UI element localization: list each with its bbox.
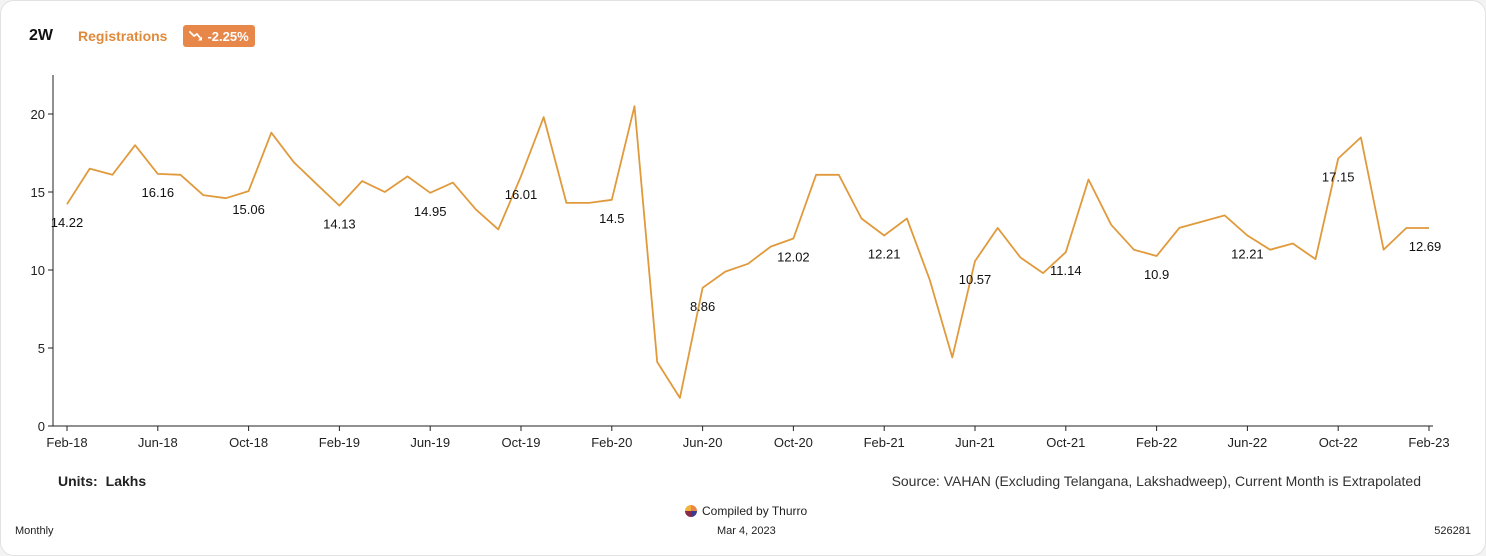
- data-label: 16.01: [505, 187, 538, 202]
- change-badge: -2.25%: [183, 25, 255, 47]
- x-tick-label: Jun-18: [138, 435, 178, 450]
- chart-header: 2W Registrations -2.25%: [29, 25, 255, 47]
- y-tick-label: 15: [31, 185, 45, 200]
- thurro-logo-icon: [685, 505, 697, 517]
- y-tick-label: 0: [38, 419, 45, 434]
- x-tick-label: Oct-22: [1319, 435, 1358, 450]
- change-value: -2.25%: [207, 28, 249, 44]
- compiled-date: Mar 4, 2023: [717, 525, 776, 537]
- x-tick-label: Jun-19: [410, 435, 450, 450]
- segment-label: 2W: [29, 27, 53, 44]
- units-label: Units:: [58, 473, 98, 489]
- data-label: 14.95: [414, 204, 447, 219]
- x-tick-label: Oct-19: [501, 435, 540, 450]
- data-label: 10.57: [959, 272, 992, 287]
- x-tick-label: Feb-20: [591, 435, 632, 450]
- data-labels: 14.22 16.16 15.06 14.13 14.95 16.01 14.5 8.86 12…: [51, 169, 1442, 313]
- data-label: 11.14: [1050, 263, 1082, 278]
- metric-label: Registrations: [78, 28, 168, 44]
- data-label: 12.02: [777, 249, 810, 264]
- data-label: 12.69: [1409, 239, 1442, 254]
- units-info: Units: Lakhs: [58, 473, 146, 489]
- x-tick-label: Feb-23: [1408, 435, 1449, 450]
- x-tick-label: Oct-18: [229, 435, 268, 450]
- x-tick-label: Feb-19: [319, 435, 360, 450]
- data-label: 14.22: [51, 215, 84, 230]
- frequency-label: Monthly: [15, 525, 54, 537]
- y-tick-label: 20: [31, 107, 45, 122]
- x-tick-label: Jun-22: [1228, 435, 1268, 450]
- x-tick-label: Feb-18: [46, 435, 87, 450]
- data-label: 14.13: [323, 217, 356, 232]
- data-label: 17.15: [1322, 169, 1355, 184]
- data-label: 14.5: [599, 211, 624, 226]
- x-tick-label: Jun-21: [955, 435, 995, 450]
- compiled-by-text: Compiled by Thurro: [702, 504, 808, 518]
- y-tick-label: 5: [38, 341, 45, 356]
- trend-down-icon: [189, 31, 203, 41]
- data-label: 8.86: [690, 299, 715, 314]
- line-chart: 0 5 10 15 20 Feb-18 Jun-18 Oct-18 Feb-19 Jun-19 O…: [31, 75, 1450, 450]
- data-label: 16.16: [142, 185, 175, 200]
- y-tick-label: 10: [31, 263, 45, 278]
- x-tick-label: Oct-20: [774, 435, 813, 450]
- series-line-registrations: [66, 105, 1429, 399]
- x-tick-label: Jun-20: [683, 435, 723, 450]
- compiled-by: Compiled by Thurro: [685, 504, 807, 518]
- x-tick-label: Oct-21: [1046, 435, 1085, 450]
- data-label: 12.21: [1231, 247, 1264, 262]
- x-tick-label: Feb-22: [1136, 435, 1177, 450]
- data-label: 10.9: [1144, 267, 1169, 282]
- x-tick-label: Feb-21: [864, 435, 905, 450]
- source-note: Source: VAHAN (Excluding Telangana, Laks…: [891, 473, 1421, 489]
- x-ticks: Feb-18 Jun-18 Oct-18 Feb-19 Jun-19 Oct-19 Feb-…: [46, 426, 1450, 450]
- units-value: Lakhs: [105, 473, 147, 489]
- y-ticks: 0 5 10 15 20: [31, 107, 53, 434]
- data-label: 15.06: [232, 202, 265, 217]
- data-label: 12.21: [868, 247, 901, 262]
- chart-id: 526281: [1434, 525, 1471, 537]
